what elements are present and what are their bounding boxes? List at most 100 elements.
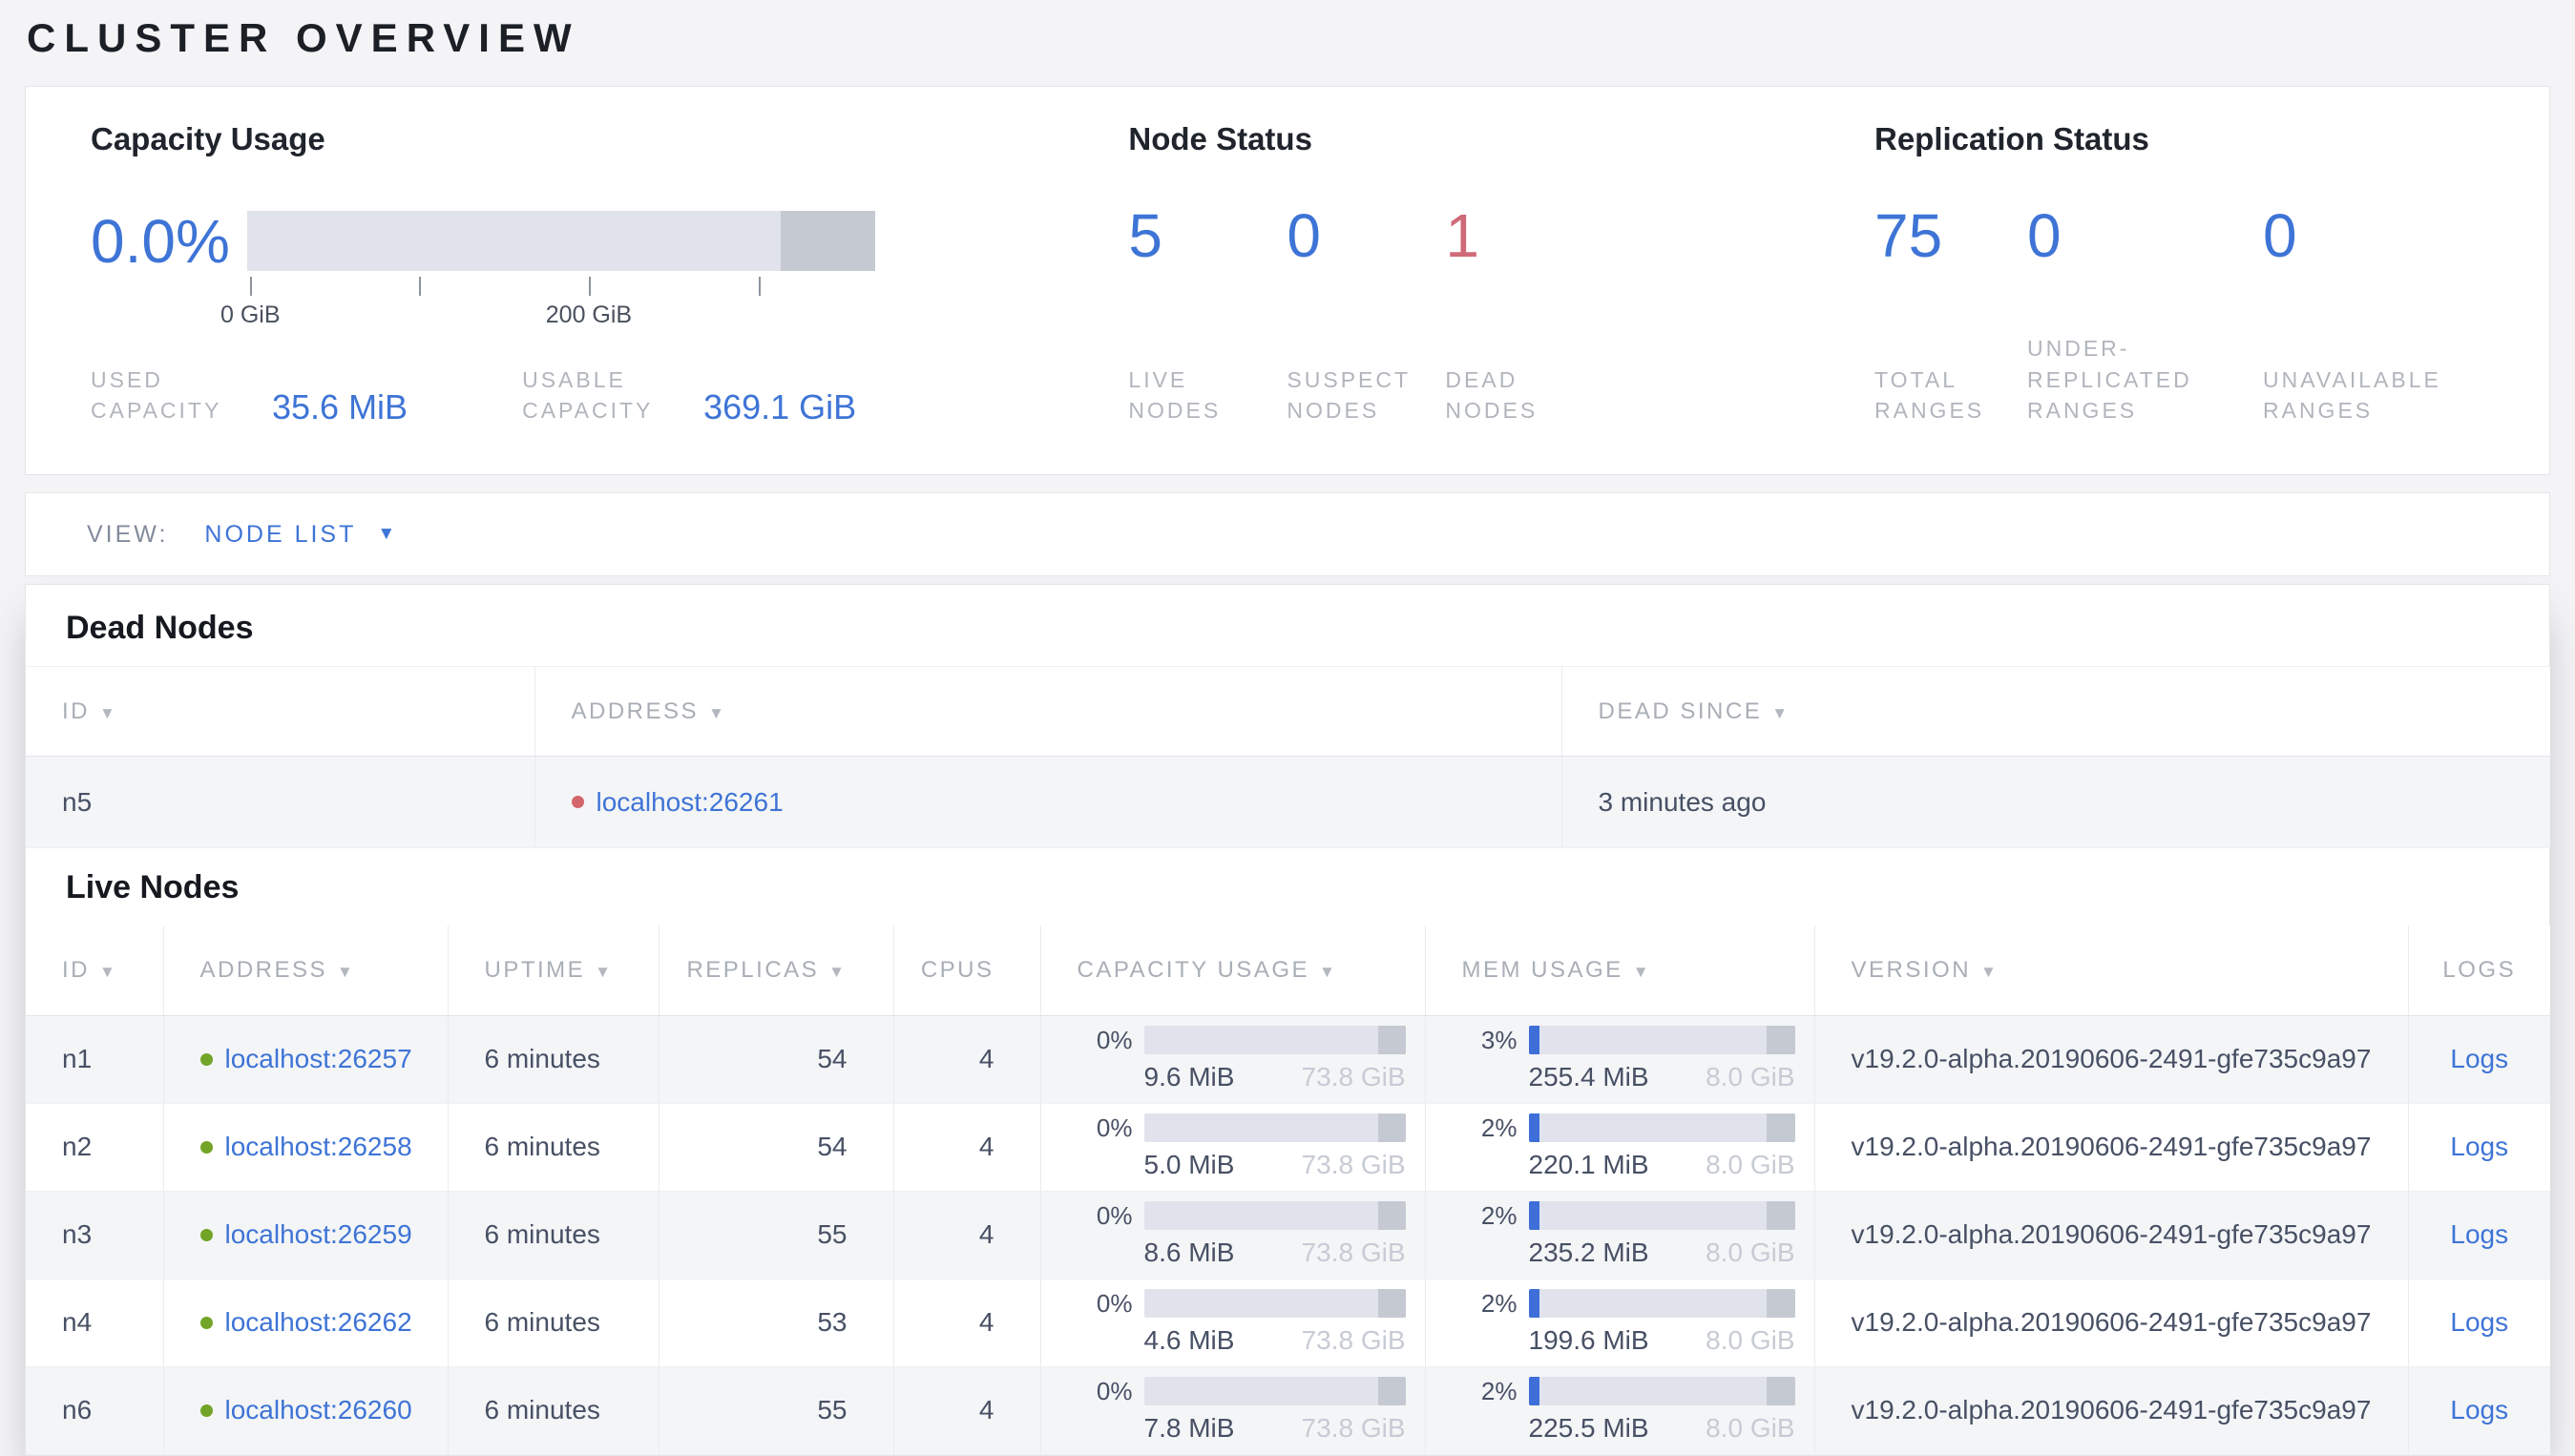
dead-node-row: n5 localhost:26261 3 minutes ago	[26, 756, 2550, 848]
sort-icon: ▼	[1319, 962, 1338, 981]
live-nodes-column-header-address[interactable]: ADDRESS ▼	[163, 926, 449, 1016]
dead-nodes-column-header-id[interactable]: ID ▼	[26, 666, 535, 757]
live-nodes-header-row: ID ▼ ADDRESS ▼ UPTIME ▼ REPLICAS ▼ CPUS CAPACITY …	[26, 926, 2550, 1016]
live-nodes-column-header-logs: LOGS	[2408, 926, 2550, 1016]
capacity-usage-bar	[1143, 1026, 1406, 1054]
gauge-tick	[418, 277, 421, 296]
replication-stat: 0 UNAVAILABLE RANGES	[2263, 205, 2511, 426]
mem-usage-bar	[1528, 1113, 1795, 1142]
logs-link[interactable]: Logs	[2450, 1132, 2509, 1161]
node-id-cell: n5	[26, 756, 535, 848]
node-address-link[interactable]: localhost:26258	[224, 1132, 412, 1161]
capacity-usage-heading: Capacity Usage	[91, 121, 325, 156]
capacity-usage-cell: 0% 7.8 MiB 73.8 GiB	[1096, 1377, 1406, 1443]
gauge-tick	[758, 277, 761, 296]
node-address-link[interactable]: localhost:26262	[224, 1307, 412, 1337]
capacity-gauge-reserved-segment	[781, 211, 875, 271]
live-node-row: n2 localhost:26258 6 minutes 54 4 0% 5.0 MiB 73…	[26, 1103, 2550, 1192]
uptime-cell: 6 minutes	[448, 1366, 659, 1455]
live-nodes-column-header-uptime[interactable]: UPTIME ▼	[448, 926, 659, 1016]
view-select-dropdown[interactable]: NODE LIST ▼	[204, 521, 395, 549]
used-capacity-value: 35.6 MiB	[272, 387, 408, 427]
node-status-stat: 5 LIVE NODES	[1128, 205, 1287, 426]
logs-link[interactable]: Logs	[2450, 1395, 2509, 1425]
node-address-link[interactable]: localhost:26260	[224, 1395, 412, 1425]
view-select-value: NODE LIST	[204, 520, 357, 548]
cpus-cell: 4	[893, 1103, 1041, 1192]
usable-capacity-stat: USABLE CAPACITY 369.1 GiB	[522, 364, 856, 426]
node-status-label: DEAD NODES	[1445, 366, 1539, 424]
replication-value: 0	[2263, 201, 2297, 270]
replication-value: 75	[1874, 201, 1943, 270]
live-nodes-column-header-mem-usage[interactable]: MEM USAGE ▼	[1425, 926, 1815, 1016]
cpus-cell: 4	[893, 1279, 1041, 1367]
node-status-value: 0	[1287, 201, 1321, 270]
version-cell: v19.2.0-alpha.20190606-2491-gfe735c9a97	[1814, 1015, 2409, 1104]
mem-usage-cell: 3% 255.4 MiB 8.0 GiB	[1480, 1026, 1795, 1092]
live-nodes-column-header-version[interactable]: VERSION ▼	[1814, 926, 2409, 1016]
dead-nodes-heading: Dead Nodes	[66, 610, 254, 646]
replicas-cell: 55	[659, 1191, 894, 1279]
view-label: VIEW:	[87, 520, 169, 548]
version-cell: v19.2.0-alpha.20190606-2491-gfe735c9a97	[1814, 1103, 2409, 1192]
cpus-cell: 4	[893, 1015, 1041, 1104]
uptime-cell: 6 minutes	[448, 1191, 659, 1279]
view-bar: VIEW: NODE LIST ▼	[25, 492, 2550, 576]
replicas-cell: 54	[659, 1103, 894, 1192]
capacity-usage-cell: 0% 5.0 MiB 73.8 GiB	[1096, 1113, 1406, 1179]
capacity-usage-bar	[1143, 1201, 1406, 1230]
capacity-usage-bar	[1143, 1377, 1406, 1405]
live-node-row: n4 localhost:26262 6 minutes 53 4 0% 4.6 MiB 73…	[26, 1279, 2550, 1367]
replicas-cell: 54	[659, 1015, 894, 1104]
sort-icon: ▼	[99, 962, 118, 981]
live-nodes-column-header-id[interactable]: ID ▼	[26, 926, 164, 1016]
node-status-value: 5	[1128, 201, 1162, 270]
version-cell: v19.2.0-alpha.20190606-2491-gfe735c9a97	[1814, 1366, 2409, 1455]
replication-label: UNDER-REPLICATED RANGES	[2027, 336, 2192, 424]
capacity-gauge-axis: 0 GiB 200 GiB	[220, 277, 875, 328]
sort-icon: ▼	[1980, 962, 1999, 981]
live-nodes-column-header-capacity-usage[interactable]: CAPACITY USAGE ▼	[1040, 926, 1426, 1016]
gauge-tick	[250, 277, 253, 296]
node-id-cell: n3	[26, 1191, 164, 1279]
cpus-cell: 4	[893, 1191, 1041, 1279]
mem-usage-cell: 2% 225.5 MiB 8.0 GiB	[1480, 1377, 1795, 1443]
logs-cell: Logs	[2408, 1366, 2550, 1455]
replication-label: TOTAL RANGES	[1874, 366, 1985, 424]
capacity-usage-cell: 0% 8.6 MiB 73.8 GiB	[1096, 1201, 1406, 1267]
dead-nodes-column-header-address[interactable]: ADDRESS ▼	[534, 666, 1562, 757]
node-address-link[interactable]: localhost:26261	[596, 786, 784, 817]
mem-usage-bar	[1528, 1026, 1795, 1054]
mem-usage-bar	[1528, 1201, 1795, 1230]
logs-link[interactable]: Logs	[2450, 1044, 2509, 1073]
sort-icon: ▼	[708, 703, 727, 722]
used-capacity-label: USED CAPACITY	[91, 366, 222, 424]
live-nodes-column-header-replicas[interactable]: REPLICAS ▼	[659, 926, 894, 1016]
gauge-tick	[588, 277, 591, 296]
node-address-link[interactable]: localhost:26259	[224, 1219, 412, 1249]
logs-link[interactable]: Logs	[2450, 1307, 2509, 1337]
node-live-dot-icon	[199, 1316, 213, 1329]
replicas-cell: 55	[659, 1366, 894, 1455]
page-title: CLUSTER OVERVIEW	[27, 15, 580, 60]
logs-cell: Logs	[2408, 1103, 2550, 1192]
usable-capacity-label: USABLE CAPACITY	[522, 366, 654, 424]
dead-nodes-header-row: ID ▼ ADDRESS ▼ DEAD SINCE ▼	[26, 666, 2550, 757]
node-address-link[interactable]: localhost:26257	[224, 1044, 412, 1073]
dead-nodes-table: ID ▼ ADDRESS ▼ DEAD SINCE ▼ n5 localhost:26261…	[26, 666, 2550, 848]
uptime-cell: 6 minutes	[448, 1279, 659, 1367]
replication-value: 0	[2027, 201, 2062, 270]
dead-nodes-column-header-dead-since[interactable]: DEAD SINCE ▼	[1561, 666, 2550, 757]
sort-icon: ▼	[828, 962, 848, 981]
live-nodes-column-header-cpus: CPUS	[893, 926, 1041, 1016]
mem-usage-bar	[1528, 1377, 1795, 1405]
node-status-stat: 1 DEAD NODES	[1445, 205, 1603, 426]
uptime-cell: 6 minutes	[448, 1103, 659, 1192]
capacity-gauge: 0.0% 0 GiB 200 GiB	[91, 211, 1128, 328]
uptime-cell: 6 minutes	[448, 1015, 659, 1104]
node-live-dot-icon	[199, 1052, 213, 1066]
usable-capacity-value: 369.1 GiB	[703, 387, 857, 427]
node-id-cell: n6	[26, 1366, 164, 1455]
live-node-row: n1 localhost:26257 6 minutes 54 4 0% 9.6 MiB 73…	[26, 1015, 2550, 1104]
logs-link[interactable]: Logs	[2450, 1219, 2509, 1249]
